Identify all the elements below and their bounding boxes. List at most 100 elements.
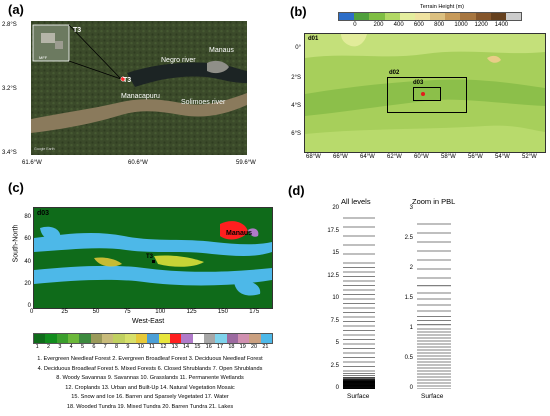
panel-a-lat-tick: 3.2°S bbox=[2, 86, 17, 92]
panel-b-lon-ticks: 68°W 66°W 64°W 62°W 60°W 58°W 56°W 54°W 52°W bbox=[304, 154, 544, 162]
landuse-swatch bbox=[113, 334, 125, 343]
legend-line: 1. Evergreen Needleaf Forest 2. Evergree… bbox=[37, 356, 263, 362]
y-tick: 20 bbox=[24, 280, 31, 287]
lon-tick: 62°W bbox=[387, 154, 402, 160]
landuse-swatch bbox=[226, 334, 238, 343]
landuse-class-number: 6 bbox=[92, 344, 96, 350]
lon-tick: 54°W bbox=[495, 154, 510, 160]
legend-line: 8. Woody Savannas 9. Savannas 10. Grassl… bbox=[56, 375, 244, 382]
panel-b-lat-ticks: 0° 2°S 4°S 6°S bbox=[284, 33, 304, 151]
colorbar-tick: 800 bbox=[434, 22, 445, 28]
river-water bbox=[34, 232, 272, 256]
east-lake bbox=[234, 280, 261, 296]
cropland-patch bbox=[154, 255, 204, 267]
highland-north-2 bbox=[341, 34, 367, 47]
solimoes-river bbox=[31, 93, 247, 133]
panel-c-xlabel: West-East bbox=[132, 318, 165, 325]
landuse-swatch bbox=[169, 334, 182, 343]
landuse-class-number: 3 bbox=[58, 344, 62, 350]
domain-d02-label: d02 bbox=[389, 70, 400, 76]
legend-line: 4. Deciduous Broadleaf Forest 5. Mixed F… bbox=[37, 365, 263, 372]
west-lake bbox=[40, 226, 61, 240]
y-tick: 0 bbox=[27, 303, 31, 309]
panel-a-lon-tick: 59.6°W bbox=[236, 160, 256, 166]
colorbar-tick: 600 bbox=[413, 22, 424, 28]
landuse-class-number: 11 bbox=[149, 344, 155, 350]
x-tick: 0 bbox=[30, 309, 34, 315]
south-river-water bbox=[34, 265, 272, 286]
lat-tick: 0° bbox=[295, 45, 301, 51]
landuse-map: d03 T3 Manaus bbox=[33, 207, 273, 309]
inset-t3-label: T3 bbox=[73, 27, 82, 34]
pbl-tick: 1.5 bbox=[404, 295, 413, 301]
pbl-tick: 0 bbox=[409, 385, 413, 391]
negro-river-label: Negro river bbox=[161, 57, 196, 64]
landuse-class-number: 7 bbox=[103, 344, 107, 350]
all-levels-plot bbox=[343, 217, 375, 389]
y-tick: 40 bbox=[24, 258, 31, 265]
colorbar-swatch bbox=[475, 13, 491, 20]
surface-label-all: Surface bbox=[347, 393, 370, 400]
d03-label: d03 bbox=[37, 210, 50, 217]
x-tick: 125 bbox=[186, 309, 197, 315]
landuse-class-number: 21 bbox=[262, 344, 269, 350]
domain-d03-label: d03 bbox=[413, 80, 424, 86]
lon-tick: 56°W bbox=[468, 154, 483, 160]
landuse-colorbar bbox=[33, 333, 273, 344]
landuse-swatch bbox=[90, 334, 102, 343]
level-tick: 15 bbox=[332, 250, 339, 256]
level-tick: 7.5 bbox=[330, 317, 339, 324]
manaus-label: Manaus bbox=[226, 230, 253, 237]
pbl-plot bbox=[417, 223, 451, 389]
colorbar-swatch bbox=[384, 13, 400, 20]
t3-label: T3 bbox=[123, 77, 132, 84]
colorbar-swatch bbox=[460, 13, 476, 20]
landuse-swatch bbox=[45, 334, 57, 343]
t3-marker bbox=[152, 260, 155, 263]
panel-a-lat-tick: 2.8°S bbox=[2, 22, 17, 28]
landuse-swatch bbox=[192, 334, 204, 343]
solimoes-river-label: Solimoes river bbox=[181, 99, 226, 106]
d03-red-marker bbox=[421, 92, 425, 96]
y-tick: 60 bbox=[24, 236, 31, 243]
landuse-swatch bbox=[215, 334, 227, 343]
highland-north bbox=[305, 34, 545, 58]
lon-tick: 58°W bbox=[441, 154, 456, 160]
landuse-class-number: 15 bbox=[194, 344, 201, 350]
panel-a-lat-tick: 3.4°S bbox=[2, 150, 17, 156]
terrain-map: d01 d02 d03 bbox=[304, 33, 546, 153]
landuse-swatch bbox=[135, 334, 148, 343]
landuse-swatch bbox=[56, 334, 68, 343]
landuse-swatch bbox=[34, 334, 46, 343]
level-tick: 2.5 bbox=[330, 362, 339, 369]
colorbar-tick: 1000 bbox=[454, 22, 468, 28]
panel-c-yticks: 0 20 40 60 80 bbox=[20, 207, 32, 309]
y-tick: 80 bbox=[24, 214, 31, 221]
landuse-class-number: 19 bbox=[239, 344, 246, 350]
pbl-tick: 2 bbox=[409, 265, 413, 271]
surface-label-pbl: Surface bbox=[421, 393, 444, 400]
pbl-column bbox=[417, 209, 451, 389]
panel-c-label: (c) bbox=[8, 180, 24, 195]
level-tick: 17.5 bbox=[327, 227, 339, 234]
domain-d02-box bbox=[387, 77, 467, 113]
landuse-class-number: 18 bbox=[228, 344, 235, 350]
colorbar-tick: 200 bbox=[373, 22, 384, 28]
landuse-swatch bbox=[124, 334, 136, 343]
pbl-tick: 2.5 bbox=[404, 235, 413, 241]
terrain-colorbar bbox=[338, 12, 522, 21]
x-tick: 150 bbox=[217, 309, 228, 315]
urban-mosaic bbox=[248, 228, 259, 237]
southern-uplands bbox=[305, 125, 545, 152]
lon-tick: 52°W bbox=[522, 154, 537, 160]
lat-tick: 4°S bbox=[291, 103, 301, 109]
landuse-swatch bbox=[249, 334, 261, 343]
landuse-swatch bbox=[79, 334, 91, 343]
landuse-swatch bbox=[181, 334, 193, 343]
lat-tick: 6°S bbox=[291, 131, 301, 137]
landuse-class-number: 10 bbox=[137, 344, 144, 350]
landuse-swatch bbox=[147, 334, 159, 343]
colorbar-swatch bbox=[445, 13, 461, 20]
pbl-title: Zoom in PBL bbox=[412, 197, 456, 206]
x-tick: 50 bbox=[92, 309, 100, 315]
